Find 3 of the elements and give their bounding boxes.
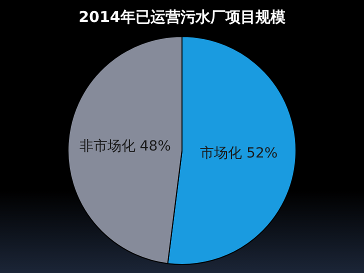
slice-label: 非市场化 48% xyxy=(79,138,171,155)
chart-title: 2014年已运营污水厂项目规模 xyxy=(78,8,286,27)
slice-label: 市场化 52% xyxy=(200,146,278,162)
